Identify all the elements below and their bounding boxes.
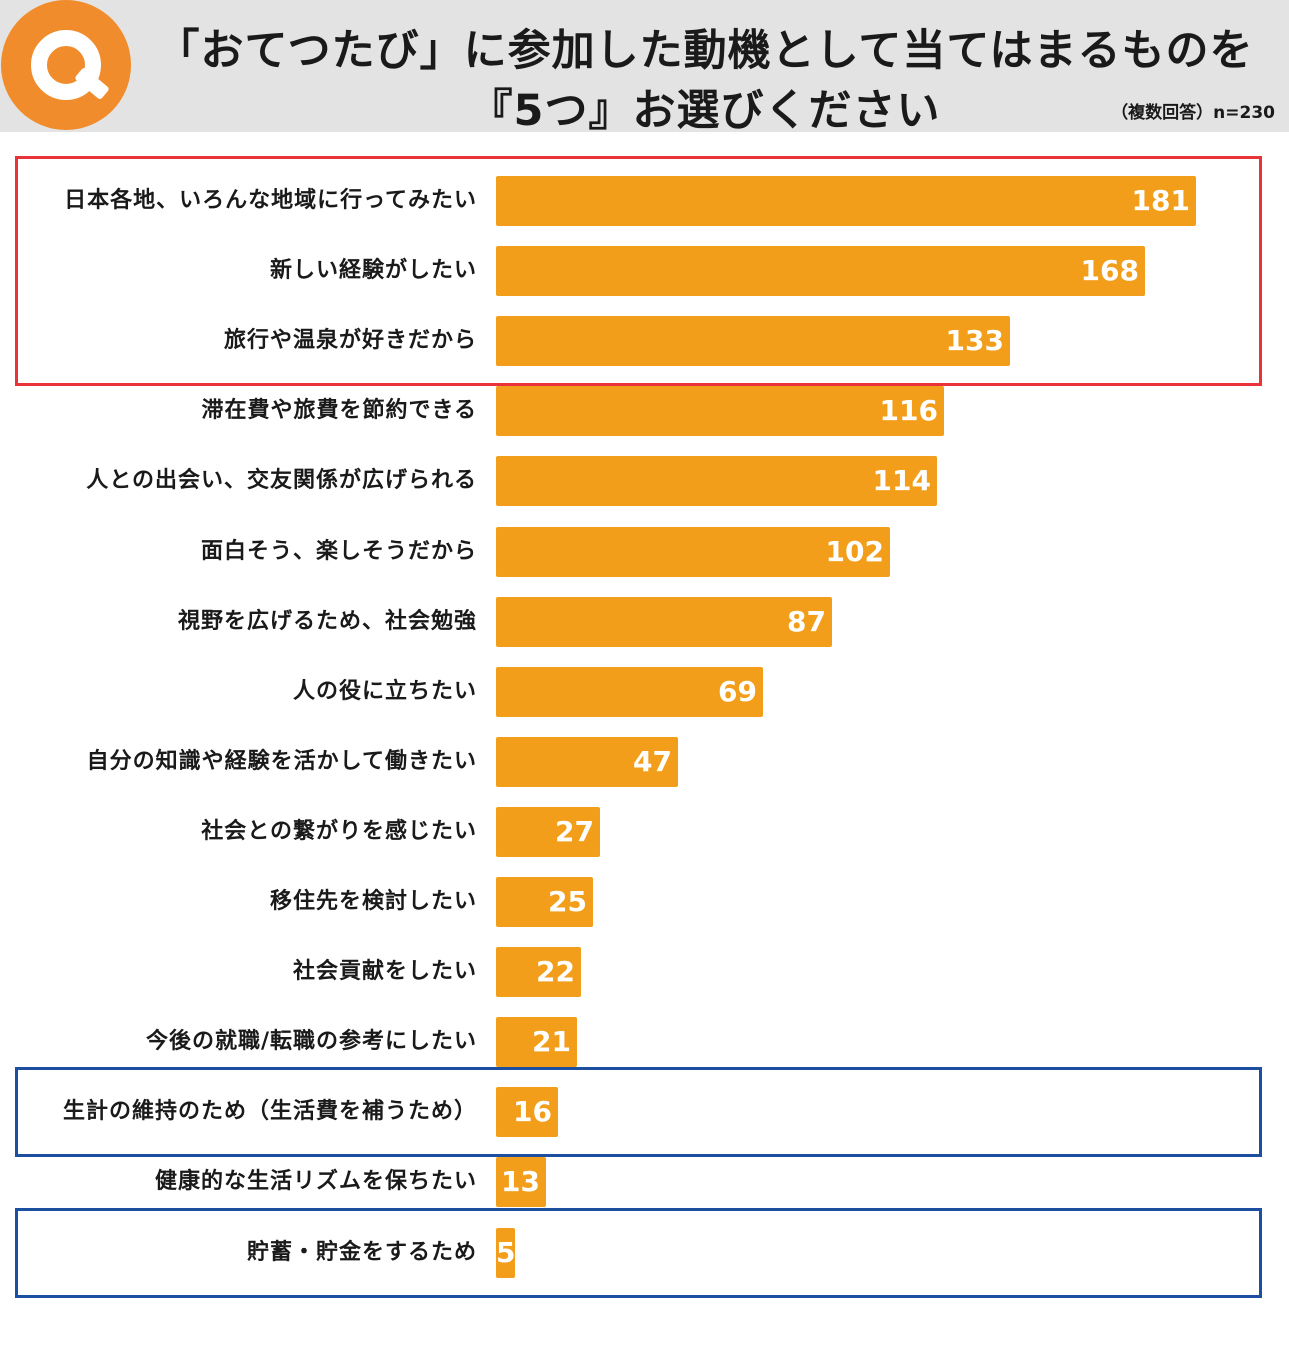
bar-value-label: 13 — [501, 1165, 540, 1198]
category-label: 新しい経験がしたい — [269, 258, 477, 283]
bar-value-label: 133 — [945, 324, 1004, 357]
question-header: Q 「おてつたび」に参加した動機として当てはまるものを 『5つ』お選びください … — [0, 0, 1289, 136]
bar-value-label: 181 — [1131, 184, 1190, 217]
bar: 102 — [496, 527, 890, 577]
category-label: 滞在費や旅費を節約できる — [201, 398, 477, 423]
bar-value-label: 5 — [496, 1236, 516, 1269]
bar-value-label: 69 — [718, 675, 757, 708]
category-label: 今後の就職/転職の参考にしたい — [145, 1029, 477, 1054]
category-label: 移住先を検討したい — [269, 889, 477, 914]
question-title-line1: 「おてつたび」に参加した動機として当てはまるものを — [156, 26, 1254, 76]
bar: 47 — [496, 737, 678, 787]
bar-value-label: 168 — [1080, 254, 1139, 287]
bar: 25 — [496, 877, 593, 927]
highlight-box — [15, 1208, 1262, 1298]
bar: 87 — [496, 597, 832, 647]
bar: 27 — [496, 807, 600, 857]
bar-value-label: 21 — [532, 1025, 571, 1058]
bar: 16 — [496, 1087, 558, 1137]
bar-value-label: 87 — [787, 605, 826, 638]
highlight-box — [15, 1067, 1262, 1157]
bar: 116 — [496, 386, 944, 436]
bar: 21 — [496, 1017, 577, 1067]
bar-value-label: 22 — [536, 955, 575, 988]
bar-value-label: 116 — [879, 394, 938, 427]
question-title-line2: 『5つ』お選びください — [469, 86, 941, 136]
category-label: 社会貢献をしたい — [292, 959, 477, 984]
category-label: 生計の維持のため（生活費を補うため） — [62, 1099, 477, 1124]
bar-value-label: 16 — [513, 1095, 552, 1128]
category-label: 健康的な生活リズムを保ちたい — [154, 1169, 477, 1194]
bar-value-label: 114 — [872, 464, 931, 497]
bar-value-label: 27 — [555, 815, 594, 848]
category-label: 面白そう、楽しそうだから — [200, 539, 477, 564]
bar: 114 — [496, 456, 937, 506]
category-label: 貯蓄・貯金をするため — [246, 1240, 477, 1265]
bar-value-label: 25 — [548, 885, 587, 918]
bar-value-label: 47 — [633, 745, 672, 778]
category-label: 社会との繋がりを感じたい — [201, 819, 477, 844]
category-label: 旅行や温泉が好きだから — [223, 328, 477, 353]
bar-value-label: 102 — [825, 535, 884, 568]
bar: 181 — [496, 176, 1196, 226]
bar: 69 — [496, 667, 763, 717]
bar: 133 — [496, 316, 1010, 366]
category-label: 人の役に立ちたい — [292, 679, 477, 704]
highlight-box — [15, 156, 1262, 386]
bar: 22 — [496, 947, 581, 997]
category-label: 日本各地、いろんな地域に行ってみたい — [64, 188, 477, 213]
bar: 13 — [496, 1157, 546, 1207]
category-label: 自分の知識や経験を活かして働きたい — [86, 749, 477, 774]
bar: 5 — [496, 1228, 515, 1278]
category-label: 人との出会い、交友関係が広げられる — [86, 468, 477, 493]
q-badge-icon: Q — [1, 0, 131, 130]
category-label: 視野を広げるため、社会勉強 — [177, 609, 477, 634]
bar: 168 — [496, 246, 1145, 296]
sample-note: （複数回答）n=230 — [1111, 103, 1275, 123]
